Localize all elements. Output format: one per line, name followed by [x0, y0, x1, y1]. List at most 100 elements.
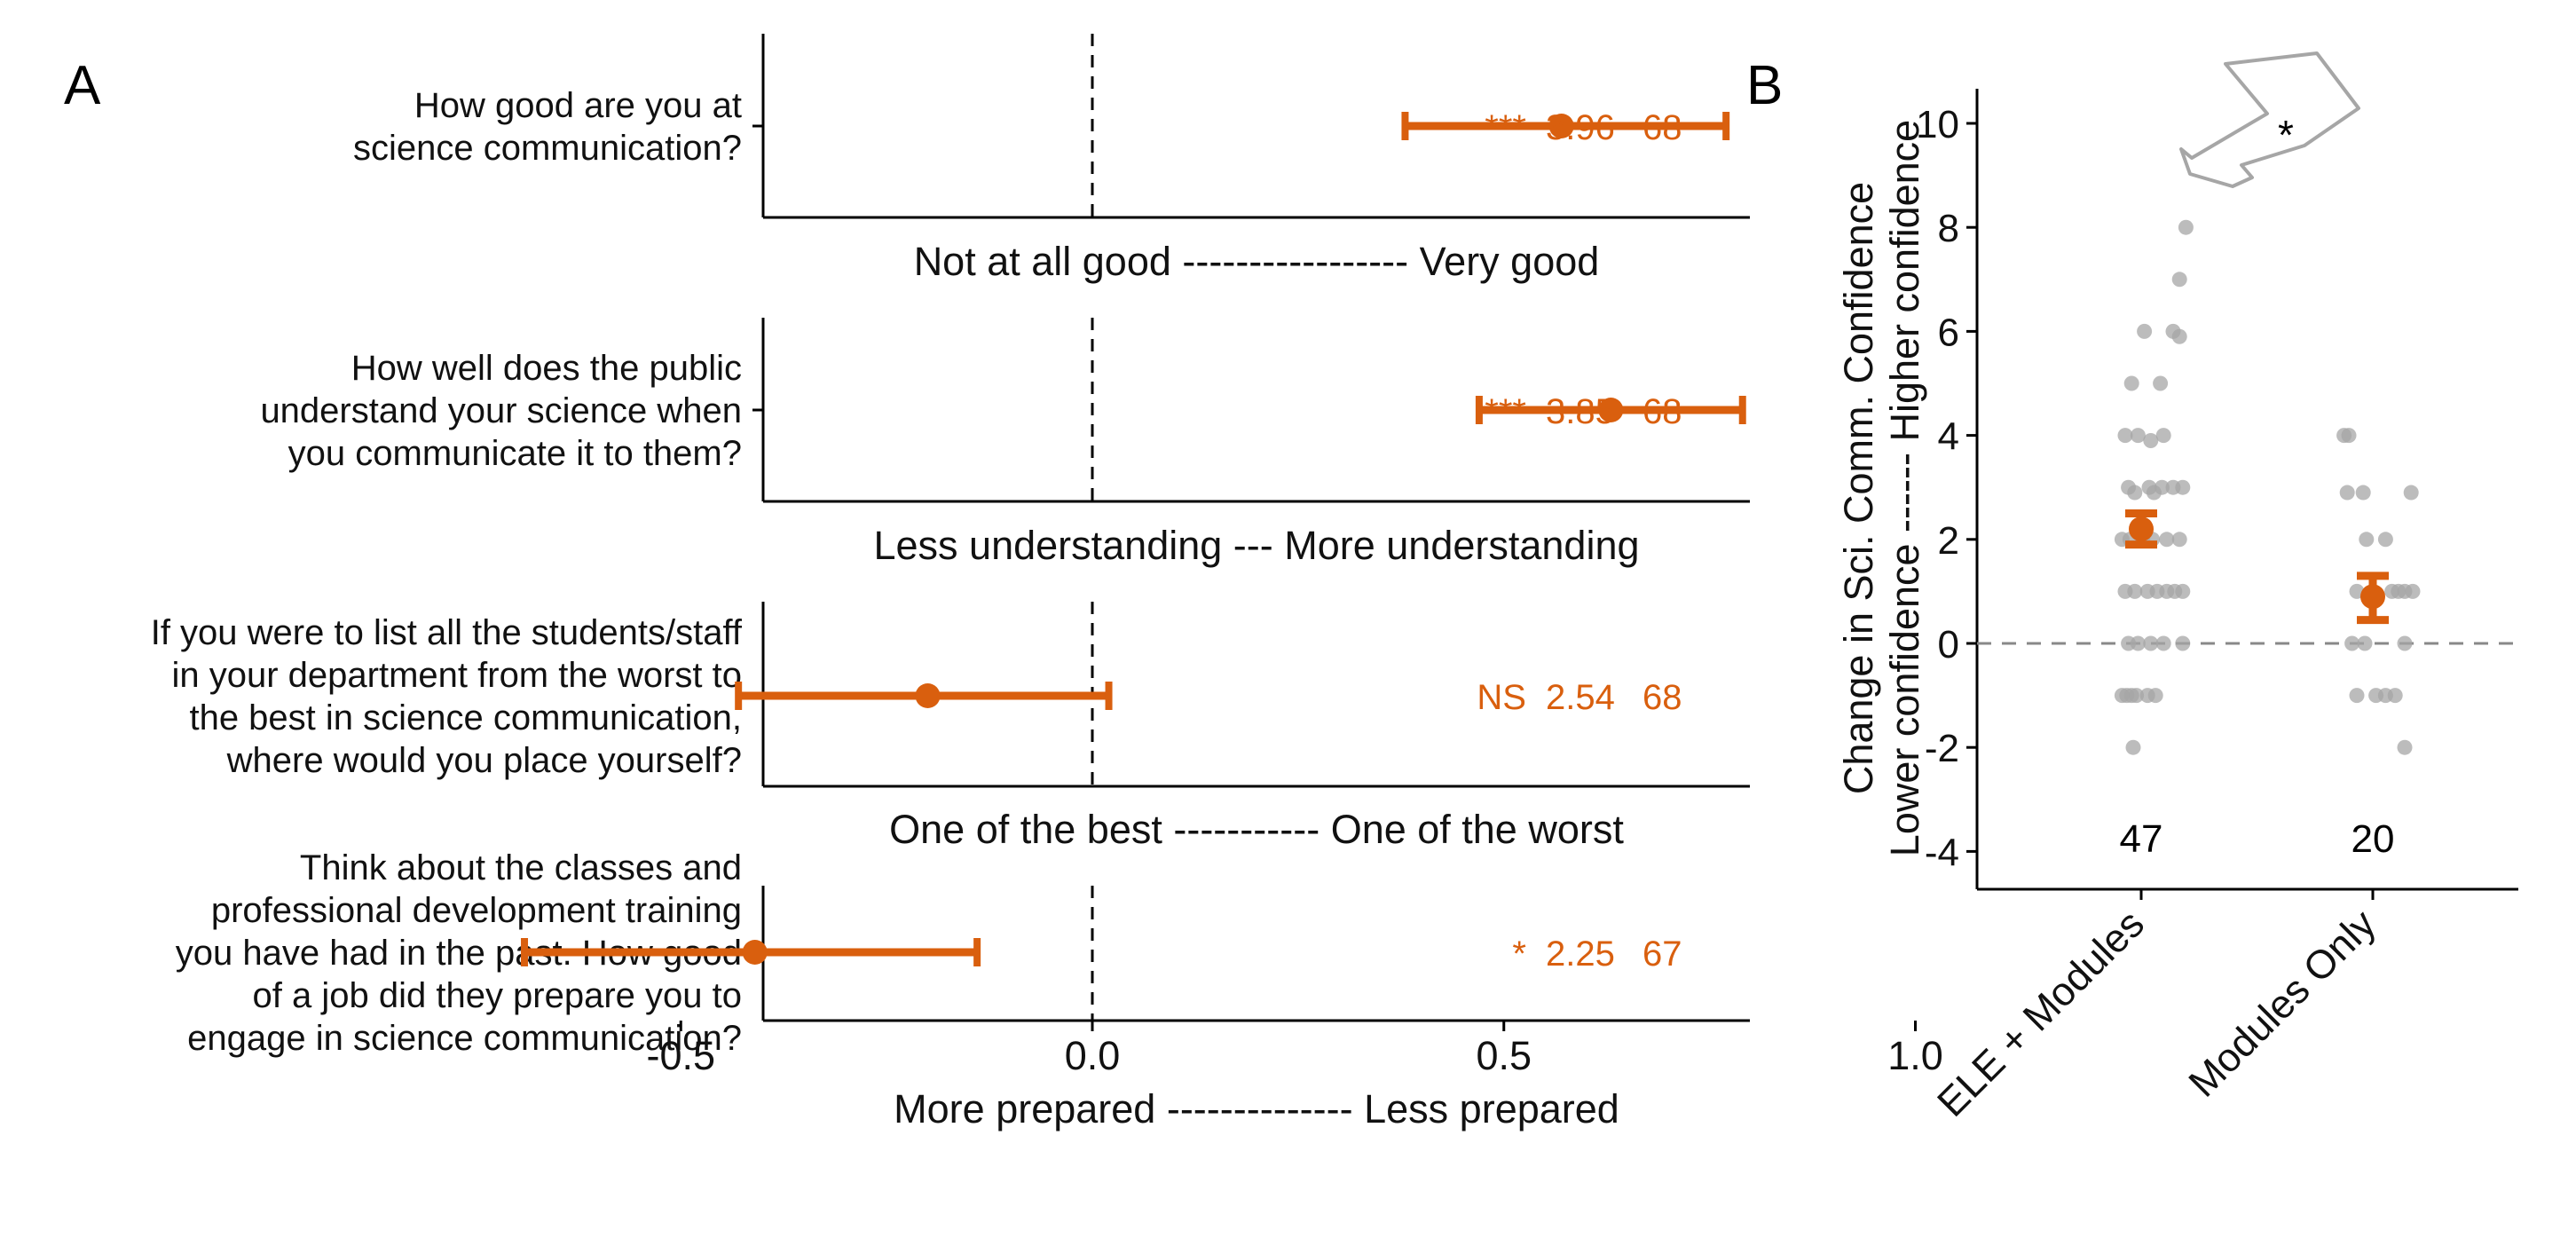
y-axis-title: Change in Sci. Comm. Confidence Lower con… [1836, 120, 1927, 856]
question-text-line: of a job did they prepare you to [253, 976, 742, 1015]
x-tick-label: 0.5 [1476, 1033, 1532, 1078]
group-n-label: 20 [2351, 817, 2395, 861]
mean-value-label: 3.85 [1546, 392, 1615, 431]
significance-label: *** [1485, 392, 1526, 431]
x-tick-label: -0.5 [646, 1033, 715, 1078]
data-point [2339, 485, 2355, 501]
data-point [2137, 323, 2153, 339]
data-point [2387, 688, 2403, 704]
question-panel: If you were to list all the students/sta… [151, 602, 1750, 852]
y-axis-title-line: Change in Sci. Comm. Confidence [1836, 182, 1881, 794]
data-point [2403, 485, 2419, 501]
data-point [2171, 272, 2187, 288]
y-tick-label: -4 [1925, 831, 1959, 874]
question-text-line: Think about the classes and [300, 848, 742, 887]
data-point [2171, 532, 2187, 548]
question-text-line: the best in science communication, [189, 698, 742, 737]
data-point [2349, 688, 2365, 704]
significance-bracket: * [2179, 51, 2360, 188]
x-tick-label: ELE + Modules [1928, 901, 2153, 1125]
n-label: 68 [1642, 392, 1682, 431]
data-point [2359, 532, 2375, 548]
significance-label: * [1512, 934, 1526, 974]
mean-point [2360, 584, 2385, 610]
significance-label: NS [1477, 678, 1526, 717]
bracket-shape [2179, 51, 2360, 188]
data-point [2341, 428, 2357, 444]
n-label: 67 [1642, 934, 1682, 974]
data-point [2129, 688, 2145, 704]
question-text-line: If you were to list all the students/sta… [151, 613, 743, 652]
y-axis-title-line: Lower confidence ------ Higher confidenc… [1882, 120, 1927, 856]
y-tick-label: 4 [1938, 415, 1959, 459]
x-tick-label: Modules Only [2179, 901, 2384, 1106]
data-point [2143, 635, 2159, 651]
data-point [2130, 428, 2146, 444]
question-panel: Think about the classes and professional … [176, 848, 1750, 1132]
data-point [2146, 485, 2162, 501]
x-tick-label: 1.0 [1887, 1033, 1943, 1078]
n-label: 68 [1642, 108, 1682, 147]
data-point [2178, 219, 2194, 235]
scale-label: One of the best ----------- One of the w… [889, 807, 1624, 852]
y-tick-label: 2 [1938, 519, 1959, 563]
y-tick-label: 8 [1938, 207, 1959, 250]
scale-label: Less understanding --- More understandin… [874, 523, 1640, 568]
x-tick-label: 0.0 [1065, 1033, 1121, 1078]
significance-label: *** [1485, 108, 1526, 147]
data-point [2127, 583, 2143, 599]
data-point [2175, 583, 2191, 599]
mean-point [742, 940, 768, 965]
data-point [2344, 635, 2360, 651]
data-point [2125, 739, 2141, 755]
question-text-line: science communication? [353, 129, 742, 168]
mean-value-label: 3.96 [1546, 108, 1615, 147]
question-text-line: understand your science when [260, 391, 742, 430]
question-panel: How good are you at science communication… [353, 34, 1750, 284]
data-point [2357, 635, 2373, 651]
mean-point [2129, 516, 2154, 542]
panel-a: A How good are you at science communicatio… [64, 34, 1943, 1132]
mean-point [1598, 398, 1624, 422]
data-point [2405, 583, 2421, 599]
data-point [2127, 485, 2143, 501]
question-text-line: where would you place yourself? [226, 741, 742, 780]
scale-label: More prepared -------------- Less prepar… [894, 1086, 1619, 1132]
data-point [2155, 428, 2171, 444]
mean-point [915, 683, 941, 708]
data-point [2130, 635, 2146, 651]
mean-value-label: 2.25 [1546, 934, 1615, 974]
data-point [2153, 375, 2169, 391]
question-text-line: How good are you at [414, 86, 742, 125]
data-point [2155, 635, 2171, 651]
y-tick-label: 0 [1938, 623, 1959, 666]
question-text-line: engage in science communication? [187, 1019, 742, 1058]
group: 47 ELE + Modules [1928, 219, 2194, 1125]
data-point [2171, 328, 2187, 344]
y-tick-label: 6 [1938, 311, 1959, 354]
data-point [2397, 739, 2413, 755]
panel-a-label: A [64, 55, 101, 116]
data-point [2397, 635, 2413, 651]
question-text-line: How well does the public [351, 349, 742, 388]
data-point [2143, 432, 2159, 448]
data-point [2147, 688, 2163, 704]
group-n-label: 47 [2120, 817, 2163, 861]
data-point [2377, 532, 2393, 548]
data-point [2175, 479, 2191, 495]
data-point [2123, 375, 2139, 391]
group: 20 Modules Only [2179, 428, 2421, 1106]
bracket-significance-label: * [2278, 112, 2294, 158]
question-text-line: in your department from the worst to [172, 656, 743, 695]
data-point [2117, 428, 2133, 444]
question-text-line: professional development training [211, 891, 742, 930]
y-tick-label: -2 [1925, 727, 1959, 770]
question-text-line: you communicate it to them? [288, 434, 742, 473]
mean-point [1548, 114, 1574, 138]
data-point [2355, 485, 2371, 501]
data-point [2159, 532, 2175, 548]
